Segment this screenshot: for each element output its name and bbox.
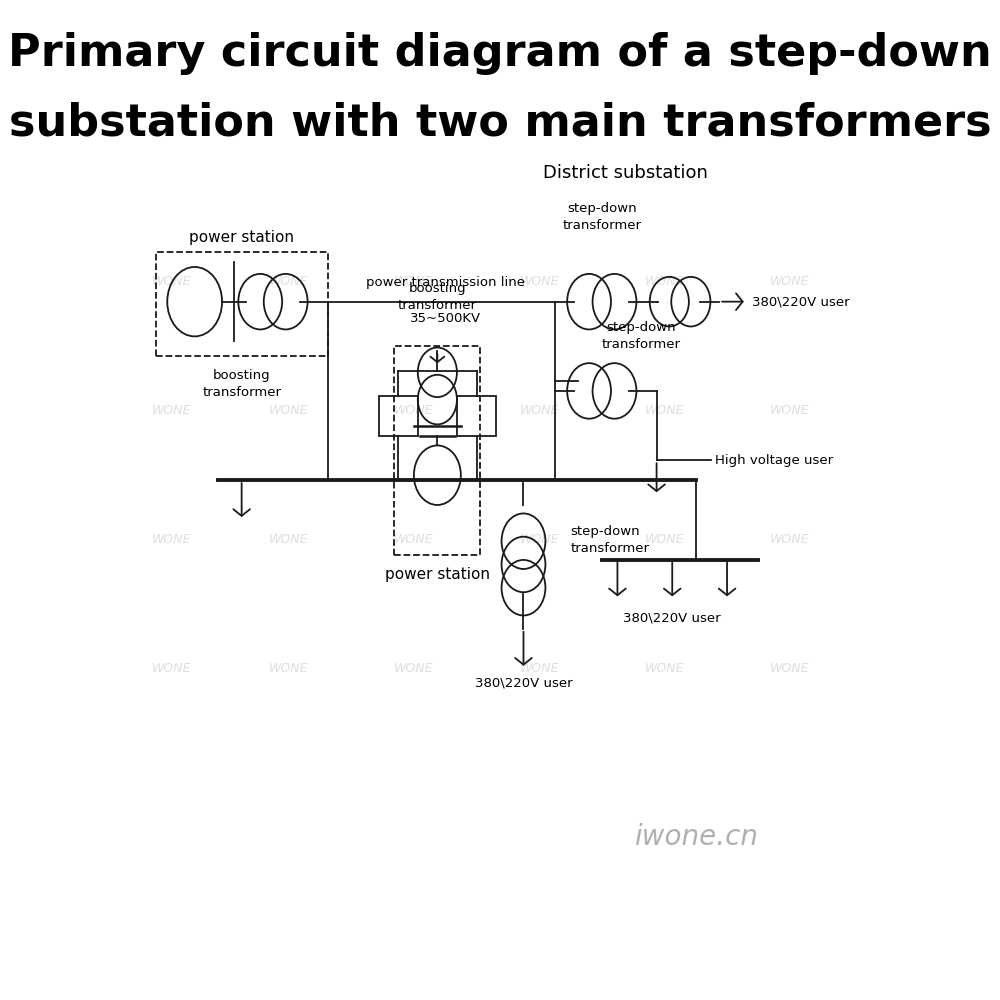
Text: WONE: WONE xyxy=(151,662,191,675)
Text: WONE: WONE xyxy=(394,275,434,288)
Text: WONE: WONE xyxy=(770,404,809,417)
Text: 380\220V user: 380\220V user xyxy=(475,677,572,690)
Text: WONE: WONE xyxy=(770,275,809,288)
Text: WONE: WONE xyxy=(151,533,191,546)
Text: WONE: WONE xyxy=(519,662,559,675)
Text: 380\220V user: 380\220V user xyxy=(623,611,721,624)
Text: Primary circuit diagram of a step-down: Primary circuit diagram of a step-down xyxy=(8,32,992,75)
Text: power transmission line: power transmission line xyxy=(366,276,525,289)
Text: High voltage user: High voltage user xyxy=(715,454,833,467)
Text: WONE: WONE xyxy=(394,662,434,675)
Text: WONE: WONE xyxy=(151,404,191,417)
Text: WONE: WONE xyxy=(151,275,191,288)
Text: step-down
transformer: step-down transformer xyxy=(562,202,641,232)
Text: WONE: WONE xyxy=(645,662,684,675)
Text: boosting
transformer: boosting transformer xyxy=(202,369,281,399)
Bar xyxy=(457,396,496,436)
Bar xyxy=(394,346,480,555)
Text: power station: power station xyxy=(385,567,490,582)
Text: District substation: District substation xyxy=(543,164,708,182)
Bar xyxy=(156,252,328,356)
Text: 380\220V user: 380\220V user xyxy=(752,295,850,308)
Text: WONE: WONE xyxy=(519,404,559,417)
Text: WONE: WONE xyxy=(645,533,684,546)
Text: WONE: WONE xyxy=(269,404,308,417)
Text: step-down
transformer: step-down transformer xyxy=(601,321,680,351)
Text: WONE: WONE xyxy=(519,275,559,288)
Text: WONE: WONE xyxy=(770,533,809,546)
Text: WONE: WONE xyxy=(269,533,308,546)
Text: WONE: WONE xyxy=(394,533,434,546)
Text: WONE: WONE xyxy=(269,662,308,675)
Text: 35~500KV: 35~500KV xyxy=(410,312,481,325)
Text: boosting
transformer: boosting transformer xyxy=(398,282,477,312)
Bar xyxy=(379,396,418,436)
Text: WONE: WONE xyxy=(394,404,434,417)
Text: WONE: WONE xyxy=(645,404,684,417)
Text: WONE: WONE xyxy=(519,533,559,546)
Text: WONE: WONE xyxy=(645,275,684,288)
Text: substation with two main transformers: substation with two main transformers xyxy=(9,102,991,145)
Text: power station: power station xyxy=(189,230,294,245)
Text: WONE: WONE xyxy=(770,662,809,675)
Text: step-down
transformer: step-down transformer xyxy=(570,525,649,555)
Text: WONE: WONE xyxy=(269,275,308,288)
Text: iwone.cn: iwone.cn xyxy=(634,823,758,851)
